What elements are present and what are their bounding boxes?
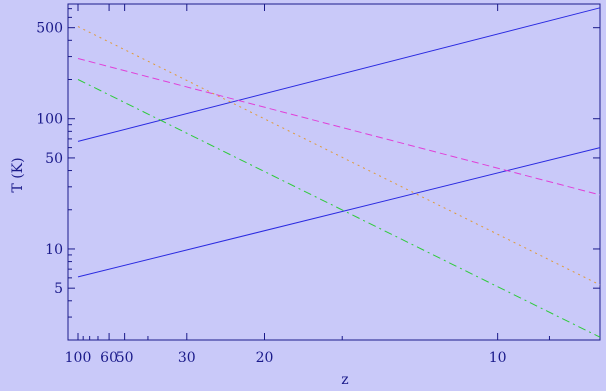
y-tick-label-100: 100 <box>36 112 63 128</box>
x-tick-label-100: 100 <box>65 350 92 366</box>
y-axis-ticks: 500 100 50 10 5 <box>36 8 600 341</box>
x-tick-label-10: 10 <box>489 350 507 366</box>
series-line-3-dashed <box>77 58 601 196</box>
y-tick-label-10: 10 <box>45 242 63 258</box>
series-line-2-solid <box>77 147 601 278</box>
x-tick-label-20: 20 <box>256 350 274 366</box>
y-axis-label: T (K) <box>10 157 26 192</box>
x-axis-label: z <box>341 372 348 388</box>
y-tick-label-5: 5 <box>54 281 63 297</box>
y-tick-label-50: 50 <box>45 151 63 167</box>
series-line-4-dotted <box>77 26 601 286</box>
x-tick-label-50: 50 <box>116 350 134 366</box>
series-layer <box>77 7 601 338</box>
series-line-5-dashdot <box>77 79 601 338</box>
plot-frame <box>67 3 601 341</box>
y-tick-label-500: 500 <box>36 21 63 37</box>
series-line-1-solid <box>77 7 601 142</box>
x-tick-label-30: 30 <box>178 350 196 366</box>
x-tick-label-60: 60 <box>100 350 118 366</box>
